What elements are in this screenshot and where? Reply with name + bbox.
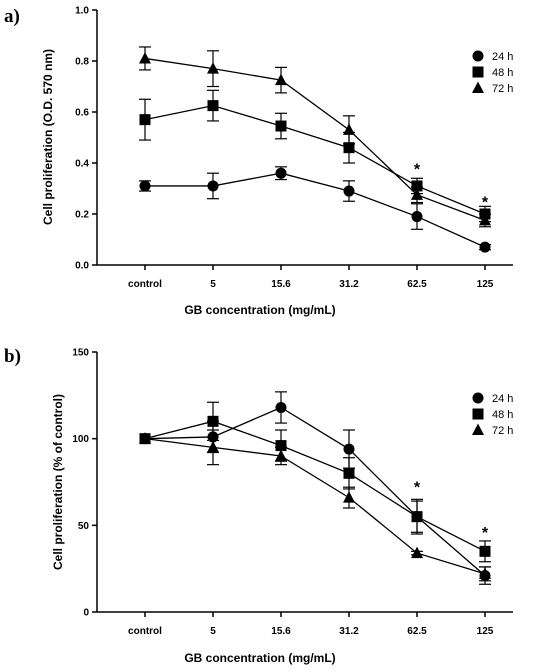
panel-label: b) — [4, 346, 21, 367]
y-tick-label: 0.8 — [75, 57, 89, 68]
legend-marker — [472, 392, 484, 404]
panel-label: a) — [4, 6, 20, 27]
chart-panel-b: b) 0 50 100 150 control 5 15.6 31.2 62.5 125 GB con… — [4, 346, 513, 665]
x-tick-label: 125 — [477, 279, 494, 290]
data-point — [411, 211, 423, 223]
legend-marker — [472, 81, 484, 93]
data-point — [275, 449, 287, 461]
legend-label: 72 h — [492, 83, 513, 95]
x-tick-label: 125 — [477, 626, 494, 637]
chart-panel-a: a) 0.0 0.2 0.4 0.6 0.8 1.0 control 5 15.6 31.2 62.5… — [4, 6, 513, 318]
data-point — [275, 167, 287, 179]
legend-label: 48 h — [492, 67, 513, 79]
y-tick-label: 100 — [72, 434, 89, 445]
legend-marker — [472, 66, 484, 78]
data-point — [411, 180, 423, 192]
y-tick-label: 1.0 — [75, 6, 89, 17]
legend-label: 72 h — [492, 425, 513, 437]
data-point — [207, 440, 219, 453]
x-tick-label: 15.6 — [271, 626, 291, 637]
data-point — [139, 432, 151, 444]
series-48h — [139, 89, 491, 223]
data-point — [343, 123, 355, 135]
legend-label: 24 h — [492, 393, 513, 405]
data-point — [343, 142, 355, 154]
legend-label: 48 h — [492, 409, 513, 421]
significance-marker: * — [482, 525, 489, 542]
legend-label: 24 h — [492, 51, 513, 63]
y-axis-title: Cell proliferation (O.D. 570 nm) — [41, 49, 55, 225]
data-point — [411, 546, 423, 559]
x-tick-label: control — [128, 626, 162, 637]
data-point — [343, 185, 355, 197]
x-tick-label: 62.5 — [407, 626, 427, 637]
series-line — [144, 57, 486, 221]
data-point — [411, 188, 423, 200]
x-tick-label: 5 — [210, 279, 216, 290]
data-point — [343, 443, 355, 455]
x-tick-label: control — [128, 279, 162, 290]
y-axis-title: Cell proliferation (% of control) — [51, 394, 65, 570]
series-48h — [139, 401, 491, 563]
data-point — [343, 491, 355, 503]
series-72h — [139, 46, 491, 228]
data-point — [139, 180, 151, 192]
data-point — [207, 180, 219, 192]
data-point — [479, 241, 491, 253]
data-point — [479, 567, 491, 579]
significance-marker: * — [482, 195, 489, 212]
significance-marker: * — [414, 480, 421, 497]
series-24h — [139, 391, 491, 585]
x-tick-label: 5 — [210, 626, 216, 637]
y-tick-label: 0 — [83, 608, 89, 619]
y-tick-label: 50 — [78, 521, 90, 532]
data-point — [139, 114, 151, 126]
data-point — [275, 120, 287, 132]
data-point — [207, 62, 219, 74]
x-tick-label: 31.2 — [339, 626, 359, 637]
x-axis-title: GB concentration (mg/mL) — [184, 303, 335, 317]
series-24h — [139, 166, 491, 253]
legend-marker — [472, 50, 484, 62]
data-point — [275, 401, 287, 413]
x-tick-label: 15.6 — [271, 279, 291, 290]
y-tick-label: 150 — [72, 348, 89, 359]
series-line — [144, 406, 486, 577]
legend-marker — [472, 423, 484, 435]
data-point — [479, 545, 491, 557]
data-point — [411, 511, 423, 523]
series-line — [144, 104, 486, 215]
legend-marker — [472, 408, 484, 420]
data-point — [275, 440, 287, 452]
x-axis-title: GB concentration (mg/mL) — [184, 651, 335, 665]
series-line — [144, 438, 486, 575]
significance-marker: * — [414, 162, 421, 179]
data-point — [207, 415, 219, 427]
series-72h — [139, 429, 491, 582]
series-line — [144, 420, 486, 552]
legend: 24 h 48 h 72 h — [472, 50, 513, 95]
data-point — [139, 51, 151, 64]
data-point — [207, 100, 219, 112]
data-point — [343, 467, 355, 479]
y-tick-label: 0.0 — [75, 261, 89, 272]
y-tick-label: 0.2 — [75, 210, 89, 221]
x-tick-label: 31.2 — [339, 279, 359, 290]
series-line — [145, 172, 486, 248]
y-tick-label: 0.6 — [75, 108, 89, 119]
data-point — [275, 73, 287, 86]
legend: 24 h 48 h 72 h — [472, 392, 513, 437]
x-tick-label: 62.5 — [407, 279, 427, 290]
y-tick-label: 0.4 — [75, 159, 89, 170]
data-point — [479, 213, 491, 226]
